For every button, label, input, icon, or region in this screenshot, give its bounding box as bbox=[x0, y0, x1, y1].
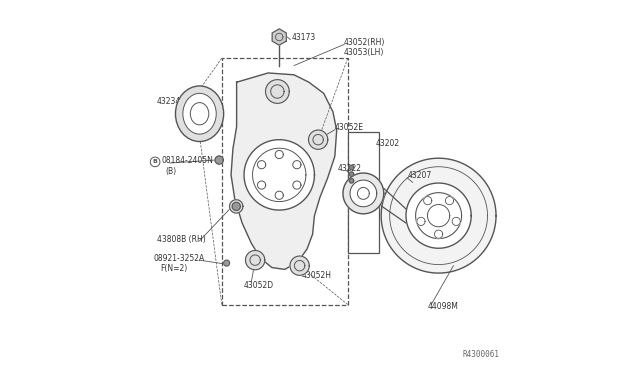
Polygon shape bbox=[350, 180, 377, 207]
Text: 08921-3252A: 08921-3252A bbox=[153, 254, 204, 263]
Text: 43202: 43202 bbox=[376, 139, 400, 148]
Polygon shape bbox=[406, 183, 471, 248]
Text: 43052(RH): 43052(RH) bbox=[344, 38, 385, 47]
Polygon shape bbox=[230, 200, 243, 213]
Text: 44098M: 44098M bbox=[428, 302, 458, 311]
Polygon shape bbox=[435, 230, 443, 238]
Polygon shape bbox=[232, 202, 240, 211]
Text: 43052H: 43052H bbox=[301, 271, 332, 280]
Polygon shape bbox=[343, 173, 384, 214]
Polygon shape bbox=[381, 158, 496, 273]
Text: R4300061: R4300061 bbox=[463, 350, 500, 359]
Polygon shape bbox=[293, 181, 301, 189]
Polygon shape bbox=[244, 140, 314, 210]
Text: 43173: 43173 bbox=[291, 33, 316, 42]
Polygon shape bbox=[246, 250, 265, 270]
Bar bbox=[222, 58, 348, 305]
Polygon shape bbox=[275, 191, 284, 199]
Polygon shape bbox=[275, 150, 284, 158]
Text: 43808B (RH): 43808B (RH) bbox=[157, 235, 205, 244]
Polygon shape bbox=[349, 179, 354, 183]
Polygon shape bbox=[293, 161, 301, 169]
Text: (B): (B) bbox=[165, 167, 176, 176]
Polygon shape bbox=[257, 181, 266, 189]
Polygon shape bbox=[417, 217, 425, 225]
Text: F(N=2): F(N=2) bbox=[161, 264, 188, 273]
Text: 43222: 43222 bbox=[338, 164, 362, 173]
Text: B: B bbox=[153, 160, 157, 164]
Text: 43052E: 43052E bbox=[335, 123, 364, 132]
Polygon shape bbox=[272, 29, 286, 45]
Polygon shape bbox=[290, 256, 309, 275]
Polygon shape bbox=[223, 260, 230, 266]
Polygon shape bbox=[349, 172, 354, 176]
Text: 43234: 43234 bbox=[157, 97, 181, 106]
Polygon shape bbox=[215, 156, 223, 164]
Polygon shape bbox=[257, 161, 266, 169]
Polygon shape bbox=[349, 165, 354, 170]
Polygon shape bbox=[308, 130, 328, 149]
Ellipse shape bbox=[175, 86, 223, 141]
Polygon shape bbox=[231, 73, 337, 269]
Text: 43207: 43207 bbox=[408, 171, 432, 180]
Polygon shape bbox=[424, 196, 432, 205]
Polygon shape bbox=[266, 80, 289, 103]
Text: 08184-2405N: 08184-2405N bbox=[161, 156, 213, 165]
Polygon shape bbox=[445, 196, 454, 205]
Polygon shape bbox=[452, 217, 460, 225]
Ellipse shape bbox=[183, 93, 216, 134]
Text: 43053(LH): 43053(LH) bbox=[344, 48, 385, 57]
Circle shape bbox=[150, 157, 160, 167]
Bar bbox=[348, 132, 380, 253]
Text: 43052D: 43052D bbox=[244, 281, 274, 290]
